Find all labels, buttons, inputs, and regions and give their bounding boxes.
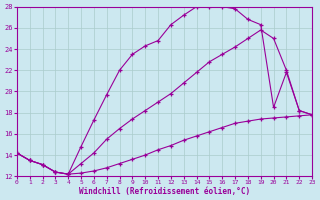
X-axis label: Windchill (Refroidissement éolien,°C): Windchill (Refroidissement éolien,°C) bbox=[79, 187, 250, 196]
